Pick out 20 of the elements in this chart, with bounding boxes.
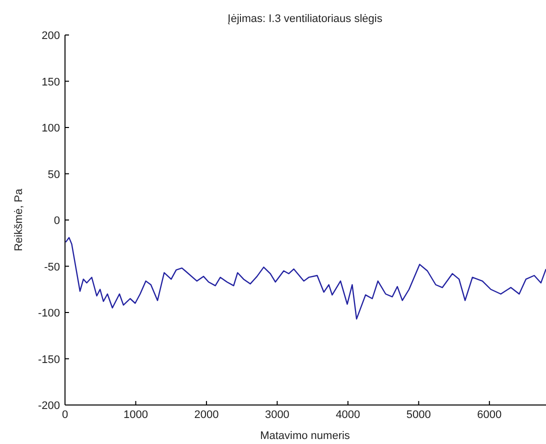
line-series [65,236,546,320]
x-tick-label: 6000 [477,409,502,421]
y-tick-label: -100 [38,308,60,320]
x-axis-title: Matavimo numeris [260,430,350,442]
x-tick-label: 0 [62,409,68,421]
y-tick-label: 200 [42,30,60,42]
y-tick-label: -50 [44,261,60,274]
chart-title: Įėjimas: I.3 ventiliatoriaus slėgis [228,13,383,25]
y-axis-title: Reikšmė, Pa [13,188,25,252]
x-tick-label: 2000 [194,409,219,421]
y-tick-label: 150 [42,76,60,88]
y-tick-label: 50 [48,168,60,181]
y-tick-label: 100 [42,122,60,134]
x-tick-label: 1000 [123,409,148,421]
y-tick-label: -150 [38,354,60,366]
y-tick-label: 0 [54,215,60,227]
y-tick-label: -200 [38,400,60,412]
x-tick-label: 3000 [264,409,290,421]
x-tick-label: 5000 [406,409,431,421]
x-tick-label: 4000 [336,409,360,421]
